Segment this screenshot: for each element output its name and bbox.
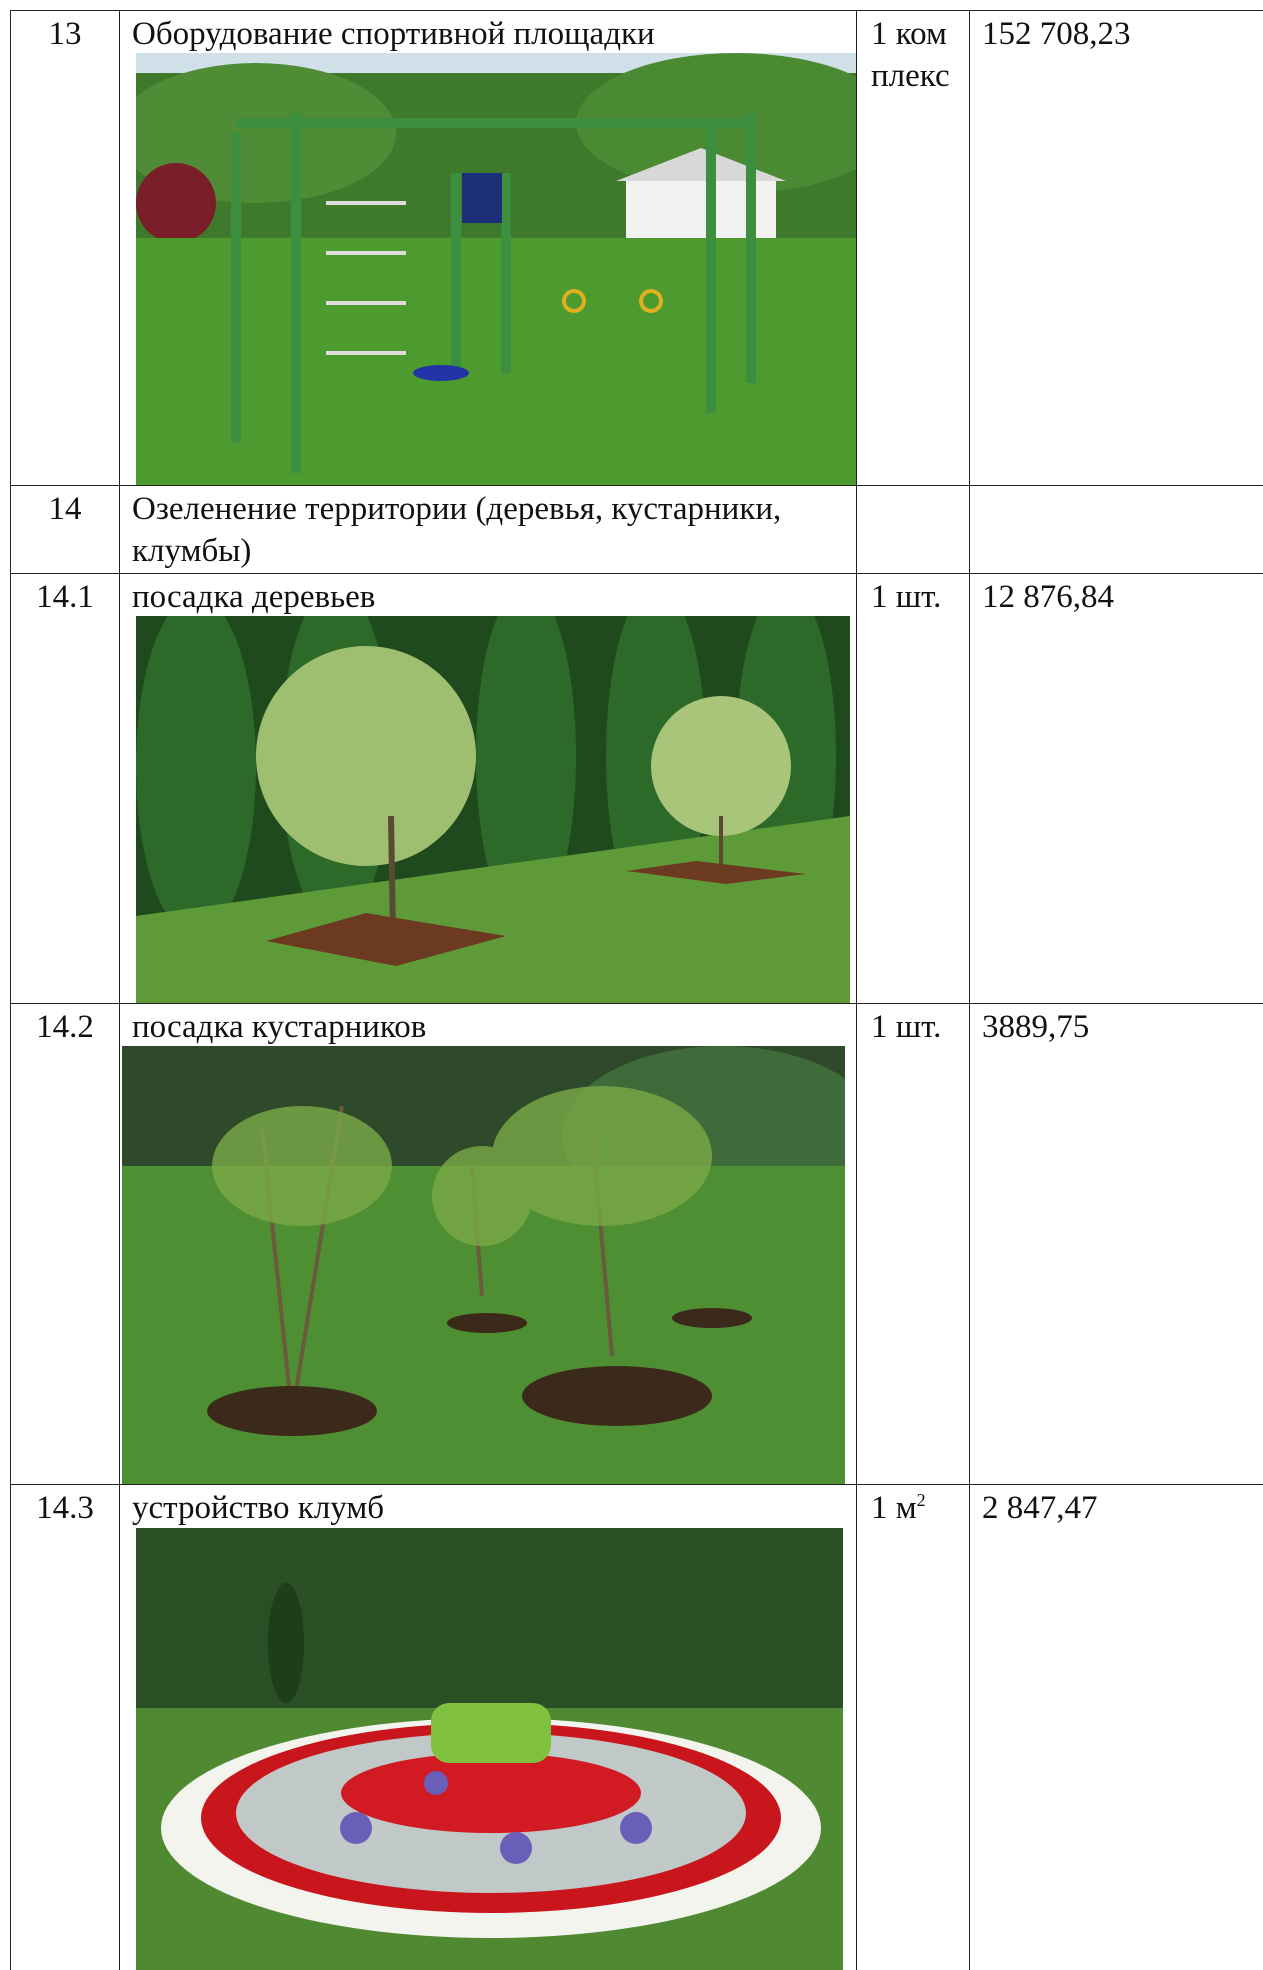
row-name: посадка кустарников bbox=[119, 1003, 857, 1485]
row-number: 14 bbox=[10, 485, 120, 574]
photo-shrubs bbox=[122, 1046, 845, 1484]
empty-cell bbox=[856, 485, 970, 574]
photo-trees bbox=[136, 616, 850, 1003]
row-price: 12 876,84 bbox=[969, 573, 1263, 1004]
row-price: 2 847,47 bbox=[969, 1484, 1263, 1970]
row-number: 14.3 bbox=[10, 1484, 120, 1970]
row-unit: 1 м2 bbox=[856, 1484, 970, 1970]
empty-cell bbox=[969, 485, 1263, 574]
unit-superscript: 2 bbox=[916, 1490, 926, 1510]
row-unit: 1 шт. bbox=[856, 573, 970, 1004]
row-number: 13 bbox=[10, 10, 120, 486]
row-price: 3889,75 bbox=[969, 1003, 1263, 1485]
row-unit: 1 шт. bbox=[856, 1003, 970, 1485]
photo-playground bbox=[136, 53, 856, 485]
row-number: 14.2 bbox=[10, 1003, 120, 1485]
row-unit: 1 комплекс bbox=[856, 10, 970, 486]
unit-text: 1 м bbox=[871, 1490, 917, 1526]
row-number: 14.1 bbox=[10, 573, 120, 1004]
row-price: 152 708,23 bbox=[969, 10, 1263, 486]
photo-flowerbed bbox=[136, 1528, 843, 1970]
row-name: Озеленение территории (деревья, кустарни… bbox=[119, 485, 857, 574]
